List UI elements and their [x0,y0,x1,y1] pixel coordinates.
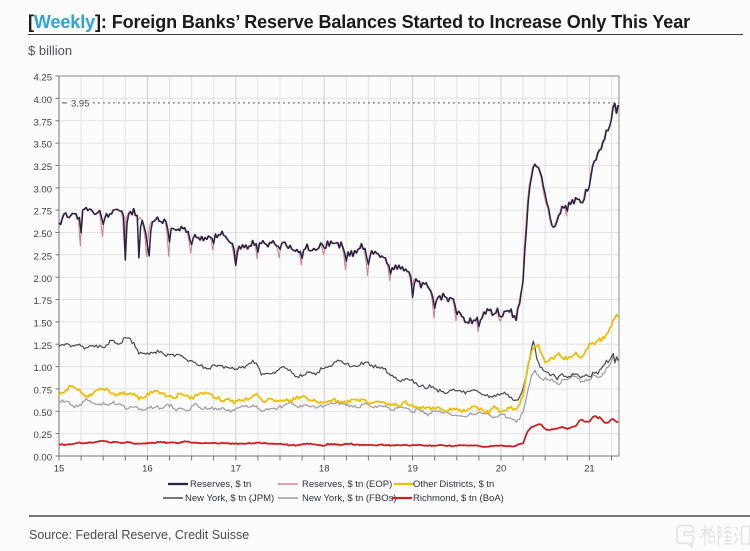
svg-text:18: 18 [319,464,330,475]
svg-text:2.75: 2.75 [34,207,53,218]
svg-text:0.00: 0.00 [34,453,53,464]
svg-text:4.00: 4.00 [34,95,53,106]
svg-text:Richmond, $ tn (BoA): Richmond, $ tn (BoA) [413,493,504,504]
svg-text:3.50: 3.50 [34,140,53,151]
svg-text:15: 15 [54,464,65,475]
svg-text:3.75: 3.75 [34,117,53,128]
svg-text:21: 21 [584,464,595,475]
svg-text:2.25: 2.25 [34,251,53,262]
svg-text:1.00: 1.00 [34,363,53,374]
svg-text:17: 17 [231,464,242,475]
svg-text:Reserves, $ tn (EOP): Reserves, $ tn (EOP) [302,479,392,490]
svg-text:0.25: 0.25 [34,430,53,441]
svg-text:1.75: 1.75 [34,296,53,307]
svg-text:Other Districts, $ tn: Other Districts, $ tn [413,479,494,490]
svg-text:3.95: 3.95 [71,98,90,109]
svg-text:New York, $ tn (JPM): New York, $ tn (JPM) [185,493,274,504]
svg-text:4.25: 4.25 [34,73,53,84]
svg-text:0.75: 0.75 [34,386,53,397]
svg-text:2.50: 2.50 [34,229,53,240]
svg-text:0.50: 0.50 [34,408,53,419]
svg-text:1.50: 1.50 [34,319,53,330]
svg-text:19: 19 [407,464,418,475]
svg-text:2.00: 2.00 [34,274,53,285]
svg-text:3.25: 3.25 [34,162,53,173]
svg-text:3.00: 3.00 [34,184,53,195]
svg-text:20: 20 [496,464,507,475]
svg-text:16: 16 [142,464,153,475]
svg-text:New York, $ tn (FBOs): New York, $ tn (FBOs) [302,493,397,504]
svg-text:Reserves, $ tn: Reserves, $ tn [190,479,251,490]
svg-text:1.25: 1.25 [34,341,53,352]
